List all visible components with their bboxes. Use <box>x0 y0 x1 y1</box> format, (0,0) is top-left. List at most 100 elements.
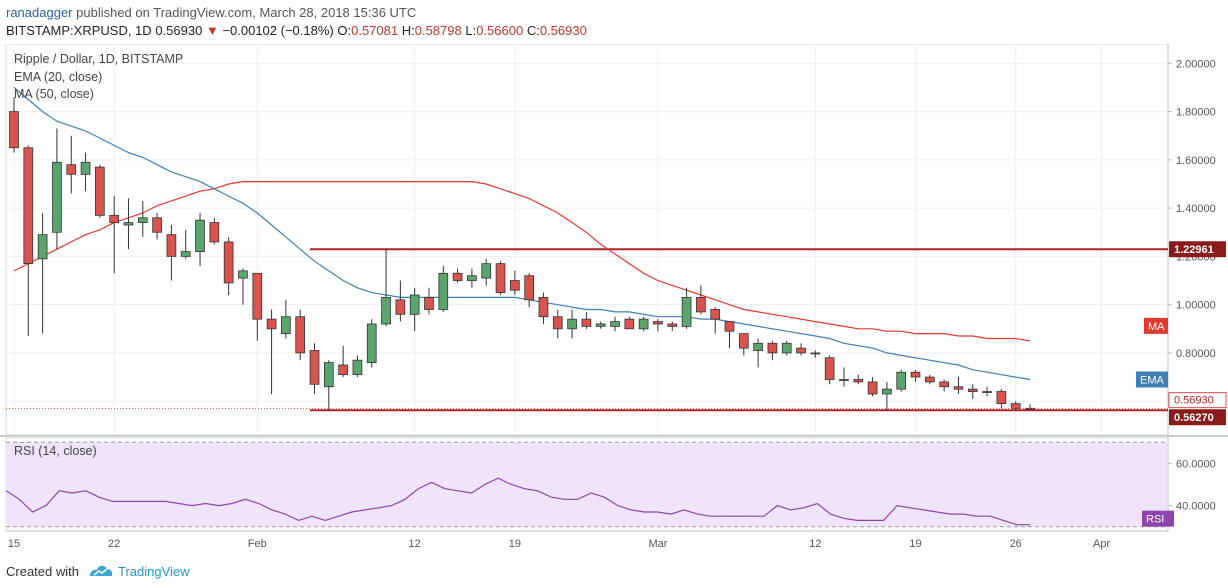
candle-body <box>924 376 935 383</box>
price-axis-bg <box>1168 44 1228 556</box>
level-tag-high-bg <box>1169 241 1226 258</box>
candle <box>710 307 721 334</box>
candle <box>681 287 692 329</box>
candle <box>281 299 291 339</box>
candle <box>796 343 806 356</box>
tradingview-logo-icon[interactable] <box>88 562 114 580</box>
candle <box>753 338 763 368</box>
candle-body <box>910 371 921 378</box>
candle-body <box>395 299 406 315</box>
rsi-tick-label: 40.0000 <box>1176 501 1216 513</box>
candle <box>309 343 320 394</box>
candle <box>910 369 921 382</box>
candle <box>996 389 1007 409</box>
candle <box>424 287 434 315</box>
candle <box>166 225 177 281</box>
candle <box>195 212 205 267</box>
candle-body <box>738 333 749 349</box>
candle <box>982 386 992 397</box>
candle-body <box>610 321 620 327</box>
candle-body <box>23 147 34 265</box>
down-arrow-icon: ▼ <box>205 23 219 38</box>
rsi-band <box>7 442 1167 527</box>
candle-body <box>266 318 277 330</box>
candle-body <box>767 342 778 354</box>
candle-body <box>638 318 649 330</box>
author-link[interactable]: ranadagger <box>6 5 73 20</box>
candle-body <box>581 318 592 327</box>
tradingview-brand-link[interactable]: TradingView <box>118 564 190 579</box>
candle <box>524 273 534 308</box>
candle <box>452 268 463 283</box>
candle-body <box>781 342 792 354</box>
candle <box>37 212 48 334</box>
candle <box>438 266 449 312</box>
time-tick-label: 12 <box>809 538 821 550</box>
last-price-tag-text: 0.56930 <box>1174 395 1214 407</box>
candle-body <box>510 280 520 291</box>
candle <box>52 128 62 250</box>
candle-body <box>238 270 248 279</box>
candle-body <box>696 297 706 313</box>
published-text: published on TradingView.com, March 28, … <box>76 5 417 20</box>
candle <box>953 377 964 394</box>
ema-tag-bg <box>1136 371 1168 388</box>
price-tick-label: 1.80000 <box>1176 107 1216 119</box>
time-tick-label: 19 <box>909 538 921 550</box>
created-with-text: Created with <box>6 564 79 579</box>
candle-body <box>338 364 348 376</box>
low-value: 0.56600 <box>476 23 524 38</box>
candle <box>9 97 19 153</box>
candle-body <box>166 234 177 257</box>
candle-body <box>681 297 692 327</box>
candle <box>23 145 34 337</box>
candle <box>137 200 148 238</box>
candle <box>610 316 620 332</box>
ema-legend[interactable]: EMA (20, close) <box>14 70 103 84</box>
ma-line <box>13 181 1031 342</box>
price-tick-label: 2.00000 <box>1176 58 1216 70</box>
time-tick-label: 22 <box>108 538 120 550</box>
time-tick-label: 12 <box>409 538 421 550</box>
level-tag-low-bg <box>1169 409 1226 426</box>
candle <box>95 164 105 218</box>
last-price: 0.56930 <box>155 23 203 38</box>
candle <box>853 374 864 385</box>
candle <box>581 311 592 329</box>
candle <box>738 333 749 356</box>
level-tag-low: 0.56270 <box>1169 409 1226 426</box>
ma-legend[interactable]: MA (50, close) <box>14 87 94 101</box>
candle <box>781 340 792 356</box>
candle <box>595 321 606 329</box>
candle <box>495 261 506 296</box>
candle <box>552 309 563 339</box>
candle-body <box>538 297 549 318</box>
candle-body <box>9 111 19 149</box>
candle <box>381 249 391 327</box>
ma-tag-text: MA <box>1148 321 1165 333</box>
price-chart[interactable]: 2.000001.800001.600001.400001.200001.000… <box>0 44 1228 556</box>
time-tick-label: Feb <box>248 538 267 550</box>
candle <box>252 272 263 341</box>
candle <box>223 237 234 296</box>
ema-line <box>13 86 1031 381</box>
candle-body <box>724 321 735 332</box>
last-price-tag: 0.56930 <box>1168 392 1227 409</box>
candle <box>667 321 678 332</box>
rsi-tick-label: 60.0000 <box>1176 458 1216 470</box>
candle <box>624 316 635 330</box>
price-change: −0.00102 (−0.18%) <box>222 23 334 38</box>
ma-tag-bg <box>1144 317 1168 334</box>
rsi-legend[interactable]: RSI (14, close) <box>14 444 97 458</box>
candle <box>80 152 91 192</box>
candle-body <box>424 297 434 310</box>
candle <box>867 377 878 397</box>
time-tick-label: Mar <box>648 538 667 550</box>
candle-body <box>624 318 635 330</box>
candle-body <box>109 214 120 224</box>
candle <box>653 319 663 332</box>
candle <box>66 135 77 194</box>
candle-body <box>123 222 134 226</box>
candle <box>896 369 907 392</box>
price-tick-label: 1.40000 <box>1176 203 1216 215</box>
